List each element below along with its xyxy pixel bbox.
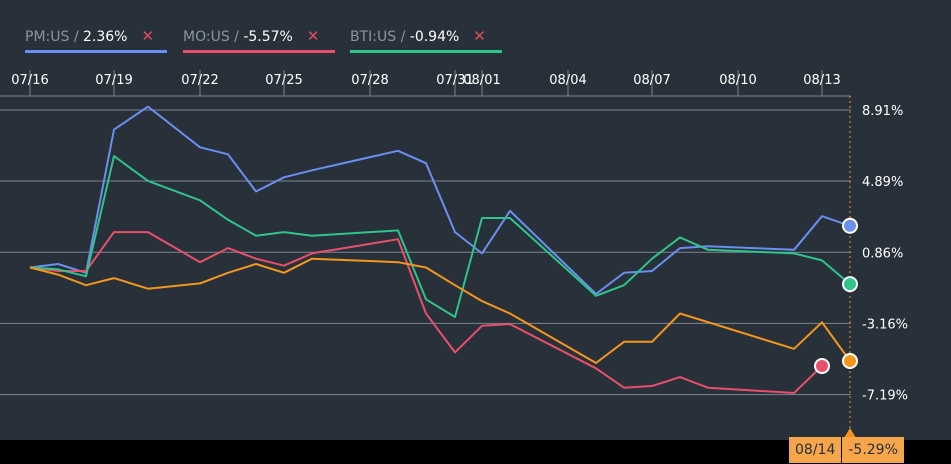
crosshair-tooltip: 08/14 -5.29% [789, 437, 904, 463]
x-tick-label: 07/25 [265, 73, 302, 88]
legend-ticker: PM:US [25, 29, 70, 45]
series-line-pm-us [29, 105, 851, 295]
legend-value: -0.94% [409, 29, 460, 45]
series-endpoint-marker[interactable] [842, 276, 858, 293]
y-tick-label: 4.89% [862, 175, 903, 190]
x-tick-label: 07/22 [181, 73, 218, 88]
legend-ticker: BTI:US [350, 29, 397, 45]
legend-separator: / [229, 29, 244, 45]
legend-item-mo[interactable]: MO:US / -5.57% ✕ [183, 27, 335, 53]
x-tick-label: 07/31 [436, 73, 473, 88]
y-tick-label: 8.91% [862, 104, 903, 119]
x-tick-label: 08/04 [549, 73, 586, 88]
legend-item-bti[interactable]: BTI:US / -0.94% ✕ [350, 27, 502, 53]
tooltip-date: 08/14 [789, 437, 843, 463]
legend-value: -5.57% [243, 29, 293, 45]
line-chart[interactable]: 8.91% 4.89% 0.86% -3.16% -7.19% 07/16 07/19 07/… [0, 0, 951, 440]
series-line-unlabeled [29, 257, 851, 364]
series-endpoint-marker[interactable] [814, 357, 830, 374]
x-tick-label: 08/10 [719, 73, 756, 88]
y-tick-label: -3.16% [862, 317, 908, 332]
legend-ticker: MO:US [183, 29, 230, 45]
series-line-bti-us [29, 155, 851, 318]
legend-color-bar [183, 50, 335, 53]
series-line-mo-us [29, 231, 823, 394]
legend-separator: / [69, 29, 83, 45]
legend-item-pm[interactable]: PM:US / 2.36% ✕ [25, 27, 167, 53]
legend-separator: / [396, 29, 410, 45]
legend-value: 2.36% [83, 29, 128, 45]
close-icon[interactable]: ✕ [473, 27, 486, 45]
close-icon[interactable]: ✕ [306, 27, 320, 45]
crosshair-pointer [844, 428, 856, 438]
x-tick-label: 07/19 [95, 73, 132, 88]
legend: PM:US / 2.36% ✕ MO:US / -5.57% ✕ BTI:US / … [0, 0, 951, 60]
x-tick-label: 08/13 [803, 73, 840, 88]
legend-color-bar [25, 50, 167, 53]
x-tick-label: 08/01 [463, 73, 500, 88]
legend-color-bar [350, 50, 502, 53]
y-tick-label: 0.86% [862, 246, 903, 261]
series-endpoint-marker[interactable] [842, 353, 858, 370]
close-icon[interactable]: ✕ [141, 27, 155, 45]
x-tick-label: 08/07 [633, 73, 670, 88]
x-tick-label: 07/16 [11, 73, 48, 88]
y-tick-label: -7.19% [862, 389, 908, 404]
x-tick-label: 07/28 [351, 73, 388, 88]
series-endpoint-marker[interactable] [842, 217, 858, 234]
tooltip-value: -5.29% [842, 437, 904, 463]
